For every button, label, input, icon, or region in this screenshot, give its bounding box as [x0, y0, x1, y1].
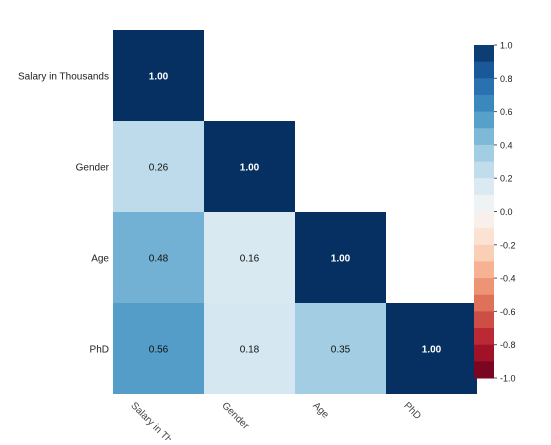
- column-label: PhD: [401, 400, 423, 422]
- heatmap-cell: [204, 212, 295, 303]
- colorbar-tick-label: 1.0: [500, 41, 513, 51]
- colorbar-segment: [474, 261, 494, 279]
- heatmap-cell: [113, 212, 204, 303]
- colorbar-tick-label: 0.4: [500, 140, 513, 150]
- column-label: Age: [310, 400, 331, 421]
- colorbar-tick-label: -1.0: [500, 374, 516, 384]
- column-label: Salary in Th: [128, 400, 173, 440]
- row-label: Gender: [76, 163, 110, 174]
- cell-value-label: 0.56: [149, 345, 169, 356]
- heatmap-cell: [113, 121, 204, 212]
- colorbar-segment: [474, 111, 494, 129]
- cell-value-label: 1.00: [331, 254, 351, 265]
- colorbar-tick-label: 0.2: [500, 174, 513, 184]
- colorbar-tick-label: -0.4: [500, 274, 516, 284]
- heatmap-cell: [113, 30, 204, 121]
- colorbar-segment: [474, 228, 494, 246]
- colorbar-segment: [474, 211, 494, 229]
- colorbar-segment: [474, 361, 494, 379]
- heatmap-cell: [295, 303, 386, 394]
- cell-value-label: 1.00: [149, 72, 169, 83]
- column-label: Gender: [219, 400, 251, 432]
- heatmap-cell: [295, 212, 386, 303]
- colorbar-tick-label: -0.6: [500, 307, 516, 317]
- row-label: Age: [91, 254, 109, 265]
- cell-value-label: 0.48: [149, 254, 169, 265]
- cell-value-label: 0.18: [240, 345, 260, 356]
- colorbar-tick-label: 0.6: [500, 107, 513, 117]
- colorbar-segment: [474, 128, 494, 146]
- colorbar-segment: [474, 161, 494, 179]
- row-label: Salary in Thousands: [18, 72, 109, 83]
- heatmap-cell: [204, 121, 295, 212]
- colorbar-segment: [474, 294, 494, 312]
- colorbar-segment: [474, 311, 494, 329]
- cell-value-label: 1.00: [422, 345, 442, 356]
- cell-value-label: 0.26: [149, 163, 169, 174]
- colorbar-segment: [474, 78, 494, 96]
- colorbar-segment: [474, 94, 494, 113]
- colorbar-tick-label: -0.2: [500, 240, 516, 250]
- colorbar-tick-label: -0.8: [500, 340, 516, 350]
- colorbar-segment: [474, 144, 494, 163]
- colorbar-segment: [474, 178, 494, 196]
- cell-value-label: 1.00: [240, 163, 260, 174]
- colorbar-tick-label: 0.0: [500, 207, 513, 217]
- colorbar-tick-label: 0.8: [500, 74, 513, 84]
- cell-value-label: 0.16: [240, 254, 260, 265]
- heatmap-cell: [204, 303, 295, 394]
- colorbar-segment: [474, 344, 494, 362]
- colorbar-segment: [474, 328, 494, 346]
- heatmap-cell: [386, 303, 477, 394]
- heatmap-cell: [113, 303, 204, 394]
- cell-value-label: 0.35: [331, 345, 351, 356]
- colorbar-segment: [474, 61, 494, 79]
- colorbar-segment: [474, 194, 494, 212]
- colorbar-segment: [474, 278, 494, 296]
- colorbar-segment: [474, 244, 494, 262]
- row-label: PhD: [90, 345, 109, 356]
- colorbar-segment: [474, 45, 494, 63]
